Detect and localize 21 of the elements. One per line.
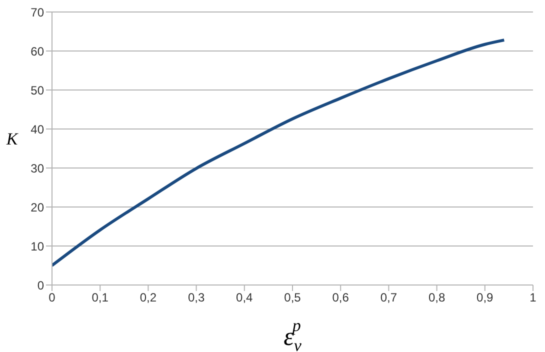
x-tick-label: 0	[48, 290, 56, 305]
x-tick-label: 0,8	[428, 290, 446, 305]
y-tick-label: 70	[30, 5, 44, 20]
y-tick-label: 60	[30, 44, 44, 58]
y-tick-label: 10	[30, 239, 44, 254]
x-tick-label: 0,1	[92, 290, 109, 305]
x-tick-label: 0,3	[188, 290, 205, 305]
y-axis-title: K	[5, 130, 20, 148]
line-series	[52, 38, 506, 267]
x-tick-label: 0,7	[380, 290, 398, 305]
x-tick-label: 1	[530, 290, 537, 305]
x-tick-label: 0,6	[332, 290, 350, 305]
x-tick-label: 0,9	[476, 290, 494, 305]
x-tick-label: 0,2	[140, 290, 157, 305]
x-tick-label: 0,5	[284, 290, 302, 305]
x-tick-label: 0,4	[236, 290, 254, 305]
y-tick-label: 50	[30, 83, 44, 98]
y-tick-label: 40	[30, 122, 44, 136]
y-tick-label: 30	[30, 161, 44, 176]
y-tick-label: 20	[30, 200, 44, 214]
y-tick-label: 0	[37, 278, 44, 292]
